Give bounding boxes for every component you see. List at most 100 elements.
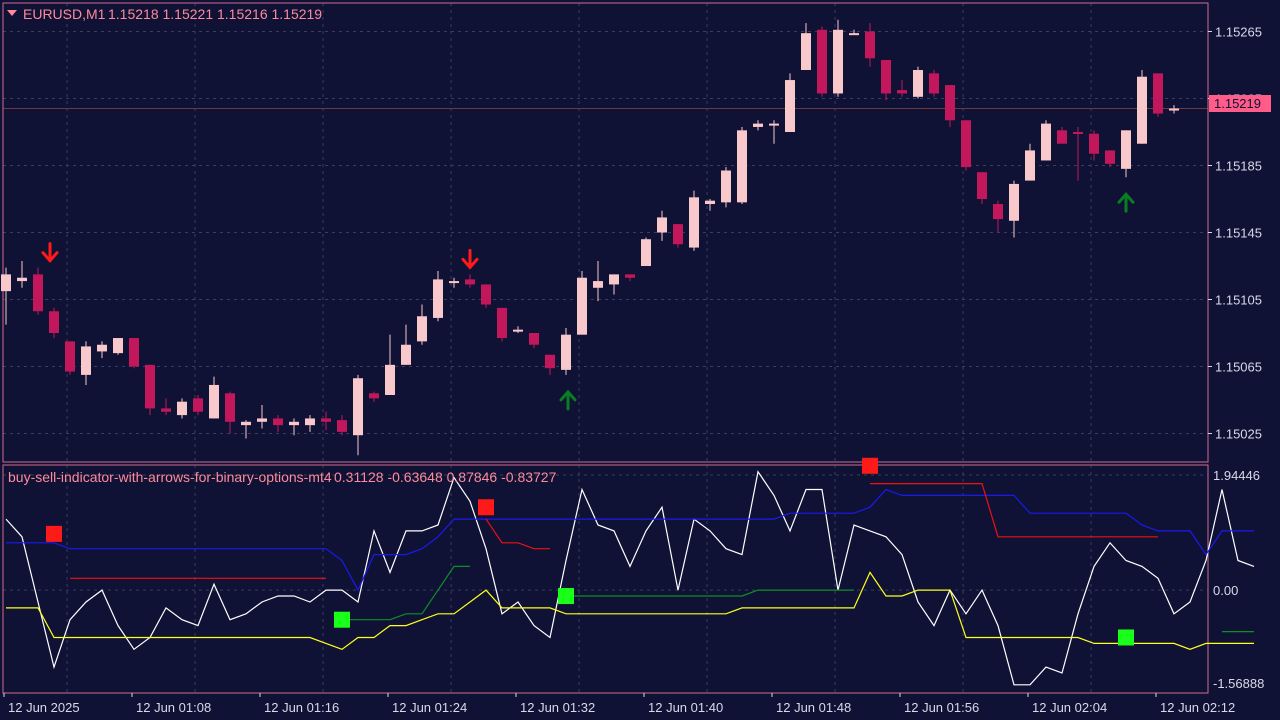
- candle-body: [817, 29, 827, 94]
- candle[interactable]: [465, 274, 475, 288]
- candle[interactable]: [289, 418, 299, 436]
- candle[interactable]: [1137, 70, 1147, 144]
- candle[interactable]: [129, 338, 139, 369]
- candle[interactable]: [929, 70, 939, 97]
- candle-body: [577, 277, 587, 335]
- candle-body: [305, 418, 315, 426]
- candle[interactable]: [353, 374, 363, 456]
- candle-body: [353, 378, 363, 436]
- candle[interactable]: [721, 167, 731, 208]
- candle[interactable]: [833, 19, 843, 97]
- candle-body: [1041, 123, 1051, 161]
- candle[interactable]: [321, 411, 331, 431]
- indicator-tick-label: 0.00: [1213, 583, 1238, 598]
- sell-arrow-icon: [41, 242, 59, 263]
- candle[interactable]: [577, 271, 587, 335]
- candle[interactable]: [945, 85, 955, 127]
- candle[interactable]: [1073, 126, 1083, 181]
- candle[interactable]: [1025, 143, 1035, 181]
- candle[interactable]: [545, 354, 555, 375]
- candle-body: [769, 123, 779, 126]
- candle-body: [33, 274, 43, 312]
- candle[interactable]: [225, 391, 235, 434]
- candle[interactable]: [897, 80, 907, 97]
- candle[interactable]: [961, 120, 971, 171]
- candle[interactable]: [977, 172, 987, 205]
- candle[interactable]: [817, 26, 827, 97]
- candle[interactable]: [785, 73, 795, 132]
- candle-body: [1153, 73, 1163, 114]
- candle[interactable]: [257, 405, 267, 429]
- candle[interactable]: [1, 267, 11, 325]
- candle[interactable]: [177, 398, 187, 419]
- candle[interactable]: [81, 341, 91, 385]
- candle[interactable]: [401, 324, 411, 365]
- candle[interactable]: [161, 398, 171, 416]
- candle[interactable]: [49, 307, 59, 339]
- candle[interactable]: [657, 210, 667, 241]
- candle-body: [993, 204, 1003, 220]
- candle[interactable]: [593, 260, 603, 302]
- candle[interactable]: [737, 126, 747, 205]
- candlestick-series[interactable]: [1, 19, 1179, 456]
- candle[interactable]: [241, 420, 251, 439]
- candle[interactable]: [993, 200, 1003, 233]
- candle[interactable]: [673, 224, 683, 248]
- candle[interactable]: [97, 341, 107, 359]
- candle[interactable]: [1121, 130, 1131, 178]
- candle[interactable]: [17, 260, 27, 288]
- candle[interactable]: [33, 267, 43, 315]
- candle[interactable]: [193, 394, 203, 416]
- candle-body: [481, 284, 491, 305]
- candle[interactable]: [881, 59, 891, 101]
- candle[interactable]: [1009, 180, 1019, 238]
- candle[interactable]: [609, 274, 619, 295]
- candle[interactable]: [561, 327, 571, 375]
- candle[interactable]: [1169, 105, 1179, 114]
- candle[interactable]: [209, 376, 219, 419]
- candle[interactable]: [369, 391, 379, 402]
- candle-body: [1025, 150, 1035, 181]
- candle[interactable]: [529, 333, 539, 349]
- price-tick-label: 1.15265: [1215, 24, 1262, 39]
- candle[interactable]: [753, 120, 763, 131]
- symbol-dropdown-icon[interactable]: [7, 10, 17, 16]
- candle[interactable]: [481, 284, 491, 308]
- candle[interactable]: [625, 274, 635, 282]
- candle[interactable]: [641, 237, 651, 267]
- candle[interactable]: [769, 120, 779, 144]
- candle[interactable]: [337, 415, 347, 436]
- candle[interactable]: [1153, 73, 1163, 117]
- candle[interactable]: [497, 307, 507, 342]
- candle[interactable]: [417, 304, 427, 345]
- sell-signal-square: [862, 457, 878, 474]
- candle[interactable]: [865, 23, 875, 67]
- candle-body: [849, 33, 859, 36]
- candle[interactable]: [513, 326, 523, 334]
- candle[interactable]: [705, 198, 715, 211]
- candle[interactable]: [65, 341, 75, 375]
- candle-body: [1169, 108, 1179, 111]
- candle[interactable]: [305, 415, 315, 432]
- price-tick-label: 1.15145: [1215, 226, 1262, 241]
- candle[interactable]: [385, 334, 395, 395]
- time-axis[interactable]: 12 Jun 2025 12 Jun 01:08 12 Jun 01:16 12 Ju…: [3, 693, 1235, 715]
- candle[interactable]: [273, 415, 283, 432]
- candle[interactable]: [1041, 120, 1051, 161]
- price-tick-label: 1.15065: [1215, 360, 1262, 375]
- candle[interactable]: [433, 271, 443, 322]
- candle[interactable]: [689, 190, 699, 251]
- candle[interactable]: [849, 29, 859, 36]
- indicator-series[interactable]: [5, 457, 1255, 686]
- candle[interactable]: [801, 23, 811, 71]
- candle[interactable]: [1089, 130, 1099, 161]
- candle[interactable]: [449, 277, 459, 288]
- candle[interactable]: [1057, 126, 1067, 144]
- candle[interactable]: [145, 364, 155, 416]
- candle-body: [145, 364, 155, 409]
- candle[interactable]: [913, 66, 923, 99]
- candle[interactable]: [1105, 150, 1115, 168]
- candle-body: [1137, 76, 1147, 144]
- candle[interactable]: [113, 338, 123, 355]
